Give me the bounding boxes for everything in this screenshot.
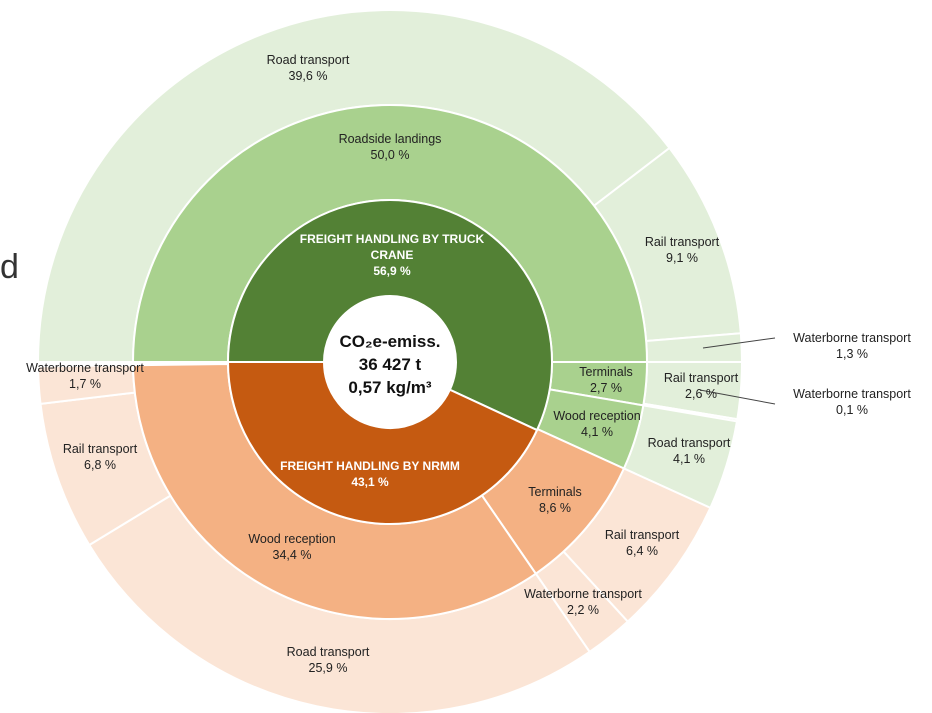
middle-label-wood-reception-2-value: 4,1 % [581,425,613,439]
outer-label-waterborne-transport-2-name: Waterborne transport [793,331,911,345]
outer-label-waterborne-transport-10-value: 1,7 % [69,377,101,391]
center-line-3: 0,57 kg/m³ [348,378,431,397]
middle-label-wood-reception-4-name: Wood reception [248,532,335,546]
middle-label-wood-reception-2-name: Wood reception [553,409,640,423]
outer-label-rail-transport-3-value: 2,6 % [685,387,717,401]
middle-label-roadside-landings-0-name: Roadside landings [339,132,442,146]
outer-label-rail-transport-3-name: Rail transport [664,371,739,385]
outer-label-waterborne-transport-4-value: 0,1 % [836,403,868,417]
edge-fragment-text: d [0,248,19,286]
outer-label-waterborne-transport-10-name: Waterborne transport [26,361,144,375]
outer-label-road-transport-8-value: 25,9 % [309,661,348,675]
inner-ring [226,199,553,525]
outer-label-road-transport-5-name: Road transport [648,436,731,450]
outer-label-waterborne-transport-7-value: 2,2 % [567,603,599,617]
outer-label-road-transport-0-value: 39,6 % [289,69,328,83]
inner-label-freight-handling-by-truck-crane-0-name-0: FREIGHT HANDLING BY TRUCK [300,232,485,246]
leader-waterborne-1-3 [702,337,776,349]
segment-labels: FREIGHT HANDLING BY TRUCK CRANE 56,9 % FREI… [26,53,911,675]
inner-label-freight-handling-by-nrmm-1-name: FREIGHT HANDLING BY NRMM [280,459,460,473]
outer-label-rail-transport-1-value: 9,1 % [666,251,698,265]
center-line-2: 36 427 t [359,355,422,374]
middle-label-wood-reception-4-value: 34,4 % [273,548,312,562]
outer-label-road-transport-5-value: 4,1 % [673,452,705,466]
center-hole [324,296,456,428]
outer-label-rail-transport-9-name: Rail transport [63,442,138,456]
middle-label-roadside-landings-0-value: 50,0 % [371,148,410,162]
leader-lines [699,337,776,405]
middle-label-terminals-1-value: 2,7 % [590,381,622,395]
inner-label-freight-handling-by-truck-crane-0-name-1: CRANE [371,248,414,262]
middle-label-terminals-1-name: Terminals [579,365,633,379]
outer-label-waterborne-transport-7-name: Waterborne transport [524,587,642,601]
leader-waterborne-0-1 [699,389,776,405]
outer-label-rail-transport-6-name: Rail transport [605,528,680,542]
outer-label-waterborne-transport-2-value: 1,3 % [836,347,868,361]
middle-label-terminals-3-name: Terminals [528,485,582,499]
outer-label-rail-transport-9-value: 6,8 % [84,458,116,472]
center-line-1: CO₂e-emiss. [339,332,440,351]
outer-label-rail-transport-6-value: 6,4 % [626,544,658,558]
outer-label-road-transport-8-name: Road transport [287,645,370,659]
outer-label-waterborne-transport-4-name: Waterborne transport [793,387,911,401]
outer-label-road-transport-0-name: Road transport [267,53,350,67]
inner-label-freight-handling-by-truck-crane-0-value: 56,9 % [373,264,411,278]
inner-label-freight-handling-by-nrmm-1-value: 43,1 % [351,475,389,489]
outer-label-rail-transport-1-name: Rail transport [645,235,720,249]
middle-label-terminals-3-value: 8,6 % [539,501,571,515]
